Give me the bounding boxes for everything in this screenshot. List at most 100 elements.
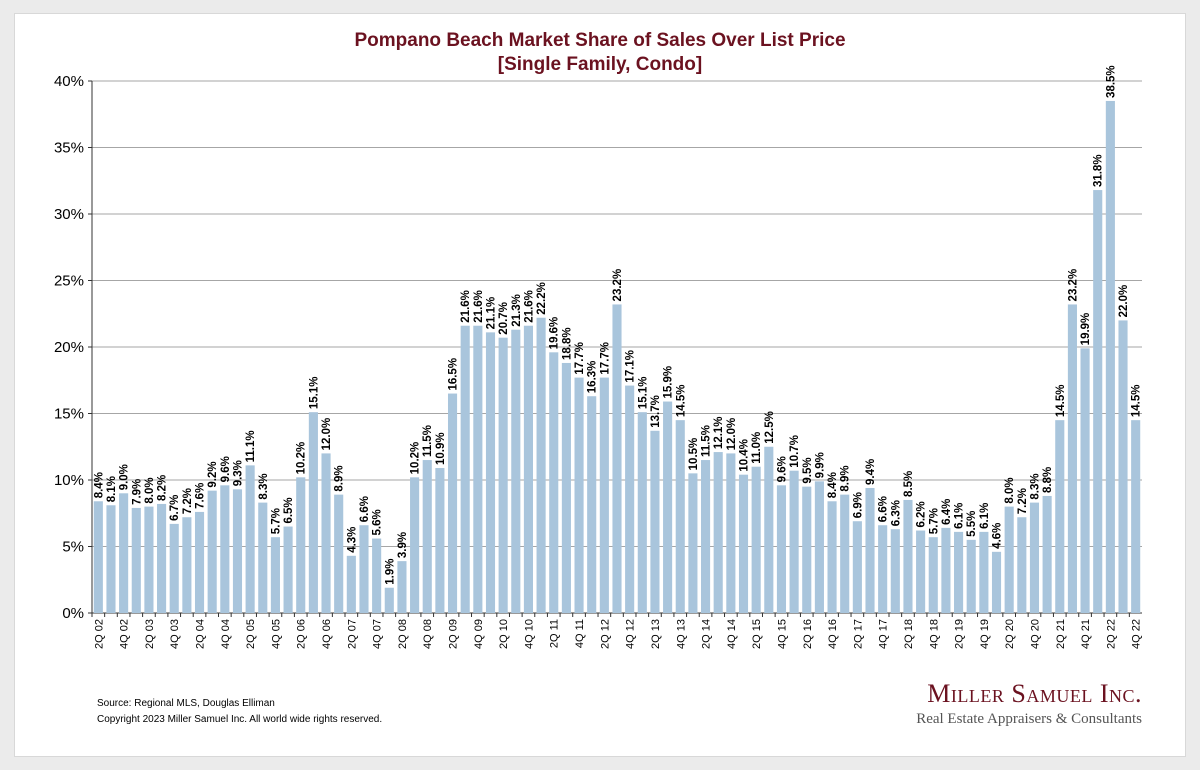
data-label: 10.2%: [296, 442, 308, 475]
bar: [384, 587, 394, 613]
data-label: 21.3%: [511, 294, 523, 327]
data-label: 17.7%: [574, 342, 586, 375]
bar: [789, 470, 799, 613]
bar: [1131, 420, 1141, 613]
data-label: 15.1%: [637, 377, 649, 410]
bar: [1093, 190, 1103, 613]
data-label: 23.2%: [1067, 269, 1079, 302]
bars: [93, 100, 1141, 613]
data-label: 9.0%: [119, 464, 131, 490]
data-label: 17.7%: [599, 342, 611, 375]
bar: [1004, 506, 1014, 613]
bar: [119, 493, 129, 613]
x-tick-label: 4Q 02: [119, 619, 131, 649]
data-label: 10.4%: [739, 439, 751, 472]
bar: [802, 486, 812, 613]
bar: [296, 477, 306, 613]
bar: [1017, 517, 1027, 613]
bar: [435, 468, 445, 613]
x-tick-label: 4Q 15: [776, 619, 788, 649]
bar: [473, 325, 483, 613]
x-tick-label: 2Q 10: [498, 619, 510, 649]
bar: [536, 317, 546, 613]
bar: [93, 501, 103, 613]
data-label: 1.9%: [384, 559, 396, 585]
chart-title: Pompano Beach Market Share of Sales Over…: [0, 29, 1200, 77]
x-tick-label: 4Q 21: [1080, 619, 1092, 649]
x-tick-label: 4Q 10: [523, 619, 535, 649]
bar: [346, 555, 356, 613]
data-label: 9.6%: [776, 456, 788, 482]
bar: [334, 494, 344, 613]
data-label: 22.0%: [1118, 285, 1130, 318]
bar: [663, 401, 673, 613]
bar: [878, 525, 888, 613]
data-label: 8.9%: [334, 465, 346, 491]
bar: [852, 521, 862, 613]
data-label: 5.7%: [928, 508, 940, 534]
data-label: 9.4%: [865, 459, 877, 485]
x-tick-label: 4Q 05: [270, 619, 282, 649]
bar: [422, 460, 432, 613]
bar: [194, 511, 205, 613]
bar: [840, 494, 850, 613]
y-tick-label: 15%: [54, 406, 84, 423]
data-label: 6.9%: [852, 492, 864, 518]
bar: [599, 377, 609, 613]
bar: [1105, 100, 1115, 613]
y-tick-label: 5%: [62, 539, 84, 556]
data-label: 9.6%: [220, 456, 232, 482]
bar: [1029, 502, 1040, 613]
bar: [916, 530, 926, 613]
data-label: 14.5%: [675, 385, 687, 418]
bar: [991, 551, 1002, 613]
data-label: 8.8%: [1042, 467, 1054, 493]
x-tick-label: 4Q 06: [321, 619, 333, 649]
bar: [207, 490, 217, 613]
bar: [182, 517, 192, 613]
data-label: 6.1%: [979, 503, 991, 529]
x-tick-label: 4Q 13: [675, 619, 687, 649]
bar: [1042, 495, 1052, 613]
data-label: 8.0%: [144, 477, 156, 503]
data-label: 16.3%: [587, 361, 599, 394]
bar: [372, 538, 382, 613]
data-label: 15.9%: [663, 366, 675, 399]
data-label: 13.7%: [650, 395, 662, 428]
data-label: 7.2%: [182, 488, 194, 514]
data-label: 11.1%: [245, 430, 257, 462]
data-label: 12.5%: [764, 411, 776, 444]
data-label: 12.1%: [713, 416, 725, 449]
data-labels: 8.4% 8.1% 9.0%7.9% 8.0% 8.2%6.7% 7.2% 7.6%9.2%…: [93, 65, 1142, 584]
bar: [220, 485, 230, 613]
bar: [726, 453, 736, 613]
x-tick-label: 4Q 03: [169, 619, 181, 649]
data-label: 18.8%: [561, 327, 573, 360]
bar: [169, 523, 179, 613]
data-label: 7.6%: [195, 483, 207, 509]
data-label: 6.7%: [169, 495, 181, 521]
x-axis-ticks: 2Q 02 4Q 02 2Q 03 4Q 03 2Q 04 4Q 04 2Q 05 4Q 05…: [91, 613, 1143, 649]
x-tick-label: 2Q 03: [144, 619, 156, 649]
source-note: Source: Regional MLS, Douglas Elliman: [97, 698, 275, 709]
data-label: 11.5%: [422, 425, 434, 457]
bar: [713, 452, 723, 613]
x-tick-label: 2Q 07: [346, 619, 358, 649]
bar: [738, 474, 749, 613]
data-label: 8.9%: [840, 465, 852, 491]
data-label: 6.2%: [916, 501, 928, 527]
bar: [979, 531, 989, 613]
data-label: 11.5%: [701, 425, 713, 457]
data-label: 6.6%: [878, 496, 890, 522]
bar: [928, 537, 938, 613]
data-label: 17.1%: [625, 350, 637, 383]
bar: [523, 325, 533, 613]
x-tick-label: 2Q 12: [599, 619, 611, 649]
data-label: 7.9%: [131, 479, 143, 505]
bar: [675, 420, 685, 613]
data-label: 15.1%: [308, 377, 320, 410]
data-label: 21.6%: [523, 290, 535, 323]
bar: [587, 396, 597, 613]
x-tick-label: 4Q 08: [422, 619, 434, 649]
